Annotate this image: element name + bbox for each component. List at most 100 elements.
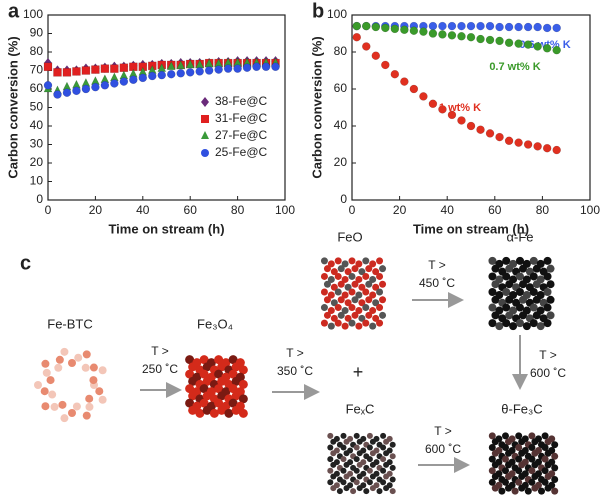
atom bbox=[488, 256, 497, 265]
node-label: θ-Fe₃C bbox=[501, 401, 542, 416]
atom bbox=[389, 488, 396, 495]
atom bbox=[373, 447, 380, 454]
atom bbox=[488, 432, 496, 440]
atom bbox=[521, 435, 529, 443]
marker bbox=[495, 36, 504, 46]
atom bbox=[353, 456, 360, 463]
atom bbox=[347, 459, 354, 466]
atom bbox=[502, 467, 509, 475]
atom bbox=[495, 458, 503, 466]
atom bbox=[327, 456, 334, 463]
marker bbox=[381, 60, 390, 70]
atom bbox=[58, 400, 67, 409]
legend-label: 27-Fe@C bbox=[215, 128, 268, 142]
arrow-condition: T > bbox=[428, 258, 445, 272]
marker bbox=[201, 149, 209, 157]
atom bbox=[54, 363, 63, 372]
marker bbox=[223, 64, 233, 73]
atom bbox=[98, 395, 107, 404]
atom bbox=[327, 307, 335, 315]
atom bbox=[366, 467, 373, 474]
atom bbox=[337, 311, 345, 319]
atom bbox=[369, 260, 377, 268]
atom bbox=[344, 283, 352, 291]
marker bbox=[91, 82, 100, 92]
atom bbox=[235, 387, 245, 397]
crystal-illustration bbox=[488, 432, 559, 495]
atom bbox=[522, 259, 531, 268]
atom bbox=[360, 482, 367, 489]
atom bbox=[185, 398, 195, 408]
atom bbox=[199, 384, 209, 394]
legend-label: 25-Fe@C bbox=[215, 145, 268, 159]
atom bbox=[509, 291, 518, 299]
atom bbox=[327, 275, 335, 283]
atom bbox=[214, 398, 224, 408]
atom bbox=[376, 272, 384, 280]
arrow-condition: T > bbox=[286, 346, 303, 360]
atom bbox=[548, 447, 556, 454]
atom bbox=[55, 355, 64, 364]
atom bbox=[543, 319, 552, 328]
node-label: Fe-BTC bbox=[47, 316, 93, 331]
atom bbox=[221, 387, 231, 397]
atom bbox=[235, 401, 245, 411]
atom bbox=[521, 481, 529, 489]
atom bbox=[341, 322, 349, 330]
atom bbox=[528, 467, 536, 475]
atom bbox=[214, 369, 224, 379]
atom bbox=[369, 291, 377, 299]
marker bbox=[129, 75, 138, 84]
atom bbox=[546, 280, 555, 289]
atom bbox=[362, 304, 370, 312]
atom bbox=[373, 482, 380, 489]
x-tick-label: 40 bbox=[441, 203, 455, 217]
atom bbox=[347, 470, 354, 477]
atom bbox=[199, 369, 209, 379]
atom bbox=[95, 387, 104, 396]
atom bbox=[379, 265, 387, 273]
atom bbox=[498, 487, 506, 495]
atom bbox=[521, 470, 529, 478]
atom bbox=[546, 295, 555, 304]
atom bbox=[376, 304, 384, 312]
marker bbox=[176, 69, 185, 78]
atom bbox=[502, 444, 509, 451]
marker bbox=[100, 64, 110, 73]
atom bbox=[238, 408, 248, 418]
atom bbox=[376, 488, 383, 495]
atom bbox=[185, 369, 195, 379]
atom bbox=[340, 456, 347, 463]
atom bbox=[529, 303, 538, 312]
marker bbox=[138, 73, 148, 83]
node-label: Fe₃O₄ bbox=[197, 316, 233, 331]
atom bbox=[551, 487, 559, 495]
x-tick-label: 40 bbox=[136, 203, 150, 217]
atom bbox=[546, 311, 555, 320]
atom bbox=[516, 303, 524, 312]
atom bbox=[41, 402, 50, 411]
atom bbox=[551, 441, 559, 449]
atom bbox=[34, 381, 42, 389]
marker bbox=[428, 21, 438, 31]
atom bbox=[535, 458, 542, 466]
atom bbox=[320, 319, 328, 327]
node-label: FeO bbox=[337, 229, 362, 244]
atom bbox=[536, 291, 545, 299]
atom bbox=[323, 265, 331, 273]
y-tick-label: 0 bbox=[36, 192, 43, 206]
atom bbox=[389, 441, 396, 448]
atom bbox=[235, 372, 245, 382]
atom bbox=[529, 272, 538, 281]
atom bbox=[515, 467, 523, 475]
atom bbox=[360, 470, 367, 477]
atom bbox=[362, 288, 370, 296]
y-tick-label: 30 bbox=[30, 137, 44, 151]
atom bbox=[320, 304, 328, 312]
atom bbox=[348, 272, 356, 280]
arrow-condition: T > bbox=[434, 424, 451, 438]
atom bbox=[389, 453, 396, 460]
marker bbox=[409, 84, 419, 94]
atom bbox=[323, 280, 331, 288]
atom bbox=[353, 432, 360, 439]
